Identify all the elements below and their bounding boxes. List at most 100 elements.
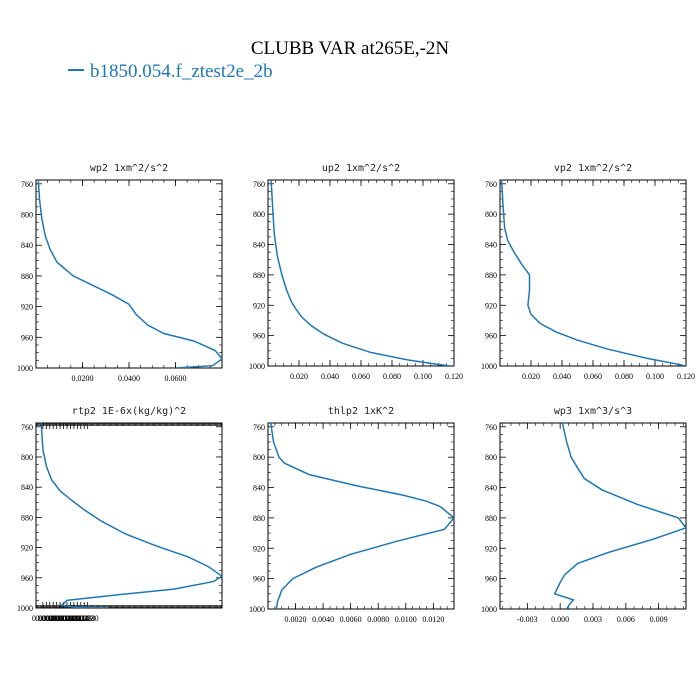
x-tick-label: 0.060 [352, 372, 370, 381]
x-tick-label: 0.120 [445, 372, 463, 381]
y-tick-label: 1000 [481, 605, 497, 614]
legend-label: b1850.054.f_ztest2e_2b [90, 61, 273, 82]
x-tick-label: 0.0018 [56, 614, 78, 623]
x-tick-label: 0.0020 [59, 614, 81, 623]
x-tick-label: 0.0028 [73, 614, 95, 623]
y-tick-label: 800 [253, 210, 265, 219]
plot-frame [35, 179, 223, 369]
x-tick-label: 0.0080 [367, 615, 389, 624]
chart-panel-5: thlp2 1xK^2 760 800 840 880 920 960 1000 0.0020 0… [249, 406, 455, 624]
data-line [270, 180, 451, 366]
x-tick-label: 0.006 [617, 615, 635, 624]
panel-title: vp2 1xm^2/s^2 [554, 163, 632, 174]
y-tick-label: 920 [253, 301, 265, 310]
y-tick-label: 880 [21, 513, 33, 522]
x-tick-label: 0.0006 [35, 614, 57, 623]
y-tick-label: 920 [485, 544, 497, 553]
x-tick-label: 0.0400 [118, 374, 140, 383]
y-tick-label: 840 [253, 484, 265, 493]
x-tick-label: 0.0014 [49, 614, 71, 623]
x-tick-label: 0.0022 [63, 614, 85, 623]
data-line [270, 423, 454, 609]
x-tick-label: 0.020 [522, 372, 540, 381]
x-tick-label: -0.003 [517, 615, 538, 624]
y-tick-label: 1000 [249, 362, 265, 371]
panel-title: wp3 1xm^3/s^3 [554, 406, 632, 417]
x-tick-label: 0.040 [321, 372, 339, 381]
x-tick-label: 0.009 [650, 615, 668, 624]
y-tick-label: 760 [485, 180, 497, 189]
y-tick-label: 800 [21, 211, 33, 220]
x-tick-label: 0.0016 [53, 614, 75, 623]
x-tick-label: 0.0010 [42, 614, 64, 623]
chart-panel-4: rtp2 1E-6x(kg/kg)^2 760 800 840 880 920 960 100… [17, 406, 223, 623]
y-tick-label: 960 [253, 575, 265, 584]
x-tick-label: 0.0600 [165, 374, 187, 383]
x-tick-label: 0.080 [383, 372, 401, 381]
data-line [553, 423, 686, 609]
x-tick-label: 0.0120 [422, 615, 444, 624]
data-line [500, 180, 686, 366]
x-tick-label: 0.000 [551, 615, 569, 624]
x-tick-label: 0.0004 [32, 614, 54, 623]
y-tick-label: 760 [21, 423, 33, 432]
y-tick-label: 760 [21, 180, 33, 189]
x-tick-label: 0.0040 [312, 615, 334, 624]
figure-legend: b1850.054.f_ztest2e_2b [68, 61, 273, 82]
y-tick-label: 1000 [17, 364, 33, 373]
panel-title: rtp2 1E-6x(kg/kg)^2 [72, 406, 186, 417]
y-tick-label: 880 [253, 271, 265, 280]
y-tick-label: 920 [485, 301, 497, 310]
y-tick-label: 800 [485, 453, 497, 462]
y-tick-label: 840 [21, 483, 33, 492]
x-tick-label: 0.003 [584, 615, 602, 624]
y-tick-label: 840 [485, 484, 497, 493]
y-tick-label: 800 [253, 453, 265, 462]
chart-panel-2: up2 1xm^2/s^2 760 800 840 880 920 960 1000 0.020… [249, 163, 463, 381]
x-tick-label: 0.040 [553, 372, 571, 381]
x-tick-label: 0.020 [290, 372, 308, 381]
y-tick-label: 1000 [481, 362, 497, 371]
x-tick-label: 0.100 [646, 372, 664, 381]
chart-panel-1: wp2 1xm^2/s^2 760 800 840 880 920 960 1000 0.020… [17, 163, 223, 383]
chart-panel-3: vp2 1xm^2/s^2 760 800 840 880 920 960 1000 0.020… [481, 163, 695, 381]
y-tick-label: 960 [485, 575, 497, 584]
y-tick-label: 840 [253, 241, 265, 250]
x-tick-label: 0.0030 [77, 614, 99, 623]
y-tick-label: 960 [21, 574, 33, 583]
panel-title: up2 1xm^2/s^2 [322, 163, 400, 174]
x-tick-label: 0.100 [414, 372, 432, 381]
y-tick-label: 800 [21, 453, 33, 462]
y-tick-label: 920 [21, 303, 33, 312]
y-tick-label: 1000 [17, 604, 33, 613]
chart-panels: wp2 1xm^2/s^2 760 800 840 880 920 960 1000 0.020… [17, 163, 695, 624]
x-tick-label: 0.060 [584, 372, 602, 381]
x-tick-label: 0.0008 [39, 614, 61, 623]
y-tick-label: 760 [253, 180, 265, 189]
y-tick-label: 800 [485, 210, 497, 219]
y-tick-label: 920 [21, 544, 33, 553]
y-tick-label: 880 [485, 271, 497, 280]
y-tick-label: 760 [253, 423, 265, 432]
plot-frame [267, 179, 455, 367]
y-tick-label: 960 [485, 332, 497, 341]
data-line [40, 423, 222, 608]
plot-frame [35, 422, 223, 609]
x-tick-label: 0.0200 [72, 374, 94, 383]
figure-title: CLUBB VAR at265E,-2N [251, 38, 450, 59]
chart-panel-6: wp3 1xm^3/s^3 760 800 840 880 920 960 1000 -0.00… [481, 406, 687, 624]
y-tick-label: 1000 [249, 605, 265, 614]
x-tick-label: 0.0024 [66, 614, 88, 623]
x-tick-label: 0.0026 [70, 614, 92, 623]
panel-title: thlp2 1xK^2 [328, 406, 394, 417]
data-line [37, 180, 222, 368]
x-tick-label: 0.0012 [46, 614, 68, 623]
y-tick-label: 880 [253, 514, 265, 523]
y-tick-label: 880 [21, 272, 33, 281]
y-tick-label: 840 [21, 241, 33, 250]
x-tick-label: 0.120 [677, 372, 695, 381]
plot-frame [499, 422, 687, 610]
panel-title: wp2 1xm^2/s^2 [90, 163, 168, 174]
y-tick-label: 760 [485, 423, 497, 432]
